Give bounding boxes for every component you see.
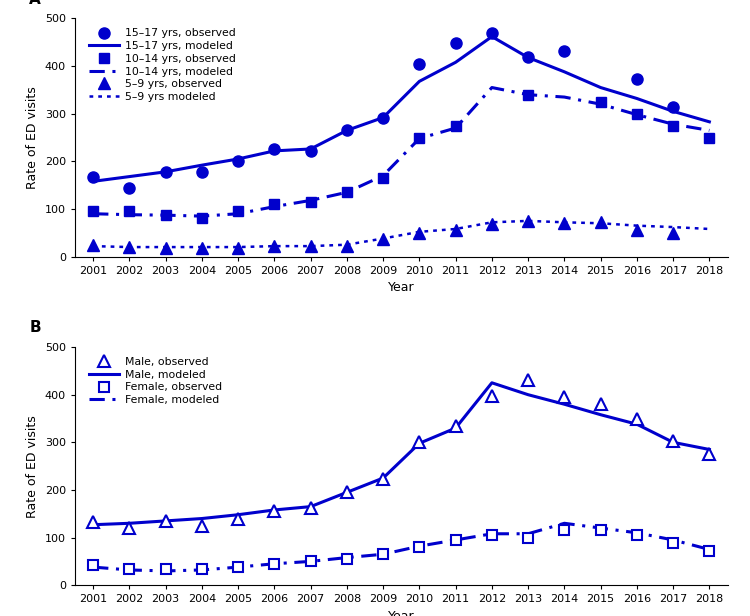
Text: B: B (29, 320, 41, 335)
X-axis label: Year: Year (388, 610, 415, 616)
X-axis label: Year: Year (388, 281, 415, 294)
Legend: 15–17 yrs, observed, 15–17 yrs, modeled, 10–14 yrs, observed, 10–14 yrs, modeled: 15–17 yrs, observed, 15–17 yrs, modeled,… (87, 26, 238, 104)
Legend: Male, observed, Male, modeled, Female, observed, Female, modeled: Male, observed, Male, modeled, Female, o… (87, 355, 224, 407)
Y-axis label: Rate of ED visits: Rate of ED visits (26, 86, 39, 189)
Y-axis label: Rate of ED visits: Rate of ED visits (26, 415, 39, 517)
Text: A: A (29, 0, 41, 7)
